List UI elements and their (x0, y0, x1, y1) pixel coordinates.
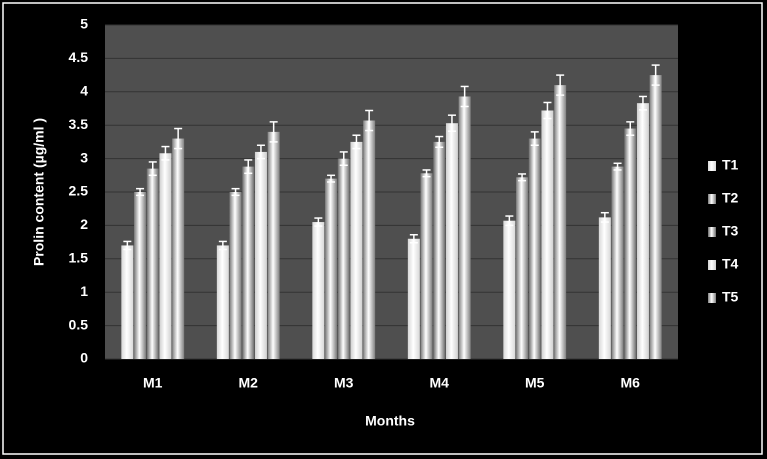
error-bar (161, 145, 170, 161)
x-tick-label: M2 (239, 375, 259, 391)
error-bar (339, 151, 348, 167)
legend-label: T5 (722, 289, 739, 305)
error-bar (148, 161, 157, 177)
error-bar (600, 211, 609, 223)
bar (649, 75, 662, 359)
error-bar (460, 85, 469, 108)
error-bar (174, 127, 183, 150)
legend-swatch (708, 293, 716, 303)
error-bar (256, 144, 265, 160)
bar (445, 123, 458, 359)
bar (216, 245, 229, 359)
y-tick-label: 4.5 (69, 49, 89, 65)
x-tick-label: M6 (621, 375, 641, 391)
bar (363, 120, 376, 359)
bar (433, 141, 446, 359)
y-tick-label: 1 (80, 283, 88, 299)
y-axis-label: Prolin content (µg/ml ) (31, 118, 47, 266)
bar (407, 238, 420, 359)
bar (242, 166, 255, 359)
error-bar (422, 169, 431, 178)
bar (636, 103, 649, 359)
bar (528, 138, 541, 359)
error-bar (543, 101, 552, 120)
bar (159, 153, 172, 359)
x-axis-label: Months (365, 413, 415, 429)
x-tick-label: M3 (334, 375, 354, 391)
error-bar (123, 240, 132, 251)
x-tick-label: M1 (143, 375, 163, 391)
legend-swatch (708, 161, 716, 171)
bar (121, 245, 134, 359)
error-bar (530, 131, 539, 146)
bar (516, 177, 529, 359)
legend-swatch (708, 194, 716, 204)
error-bar (638, 95, 647, 111)
bar (420, 173, 433, 359)
error-bar (352, 134, 361, 150)
x-tick-label: M4 (430, 375, 450, 391)
bar (325, 178, 338, 359)
error-bar (447, 114, 456, 132)
bar (611, 166, 624, 359)
legend-label: T1 (722, 157, 739, 173)
y-tick-label: 1.5 (69, 250, 89, 266)
error-bar (218, 240, 227, 251)
y-tick-label: 3 (80, 149, 88, 165)
error-bar (556, 74, 565, 96)
legend-label: T2 (722, 190, 739, 206)
y-tick-label: 5 (80, 16, 88, 32)
error-bar (231, 187, 240, 197)
error-bar (327, 174, 336, 183)
bar (624, 128, 637, 359)
error-bar (435, 135, 444, 148)
legend-label: T3 (722, 223, 739, 239)
error-bar (626, 121, 635, 136)
y-tick-label: 0 (80, 350, 88, 366)
bar (598, 217, 611, 359)
bar (254, 151, 267, 359)
error-bar (136, 187, 145, 197)
bar (554, 85, 567, 360)
bar (337, 158, 350, 359)
bar (134, 192, 147, 359)
error-bar (613, 162, 622, 171)
error-bar (365, 109, 374, 132)
bar (541, 110, 554, 359)
y-tick-label: 0.5 (69, 316, 89, 332)
x-tick-label: M5 (525, 375, 545, 391)
bar (503, 220, 516, 359)
bar (458, 96, 471, 359)
y-tick-label: 3.5 (69, 116, 89, 132)
legend-swatch (708, 227, 716, 237)
bar (229, 192, 242, 359)
bar (312, 222, 325, 359)
bar (350, 141, 363, 359)
legend-swatch (708, 260, 716, 270)
legend-label: T4 (722, 256, 739, 272)
error-bar (651, 64, 660, 86)
y-tick-label: 2.5 (69, 183, 89, 199)
error-bar (518, 173, 527, 182)
error-bar (269, 121, 278, 143)
error-bar (244, 159, 253, 175)
error-bar (314, 217, 323, 227)
y-tick-label: 2 (80, 216, 88, 232)
bar (267, 131, 280, 359)
bar (146, 168, 159, 359)
error-bar (505, 215, 514, 227)
bar (172, 138, 185, 359)
error-bar (409, 234, 418, 244)
y-tick-label: 4 (80, 83, 88, 99)
